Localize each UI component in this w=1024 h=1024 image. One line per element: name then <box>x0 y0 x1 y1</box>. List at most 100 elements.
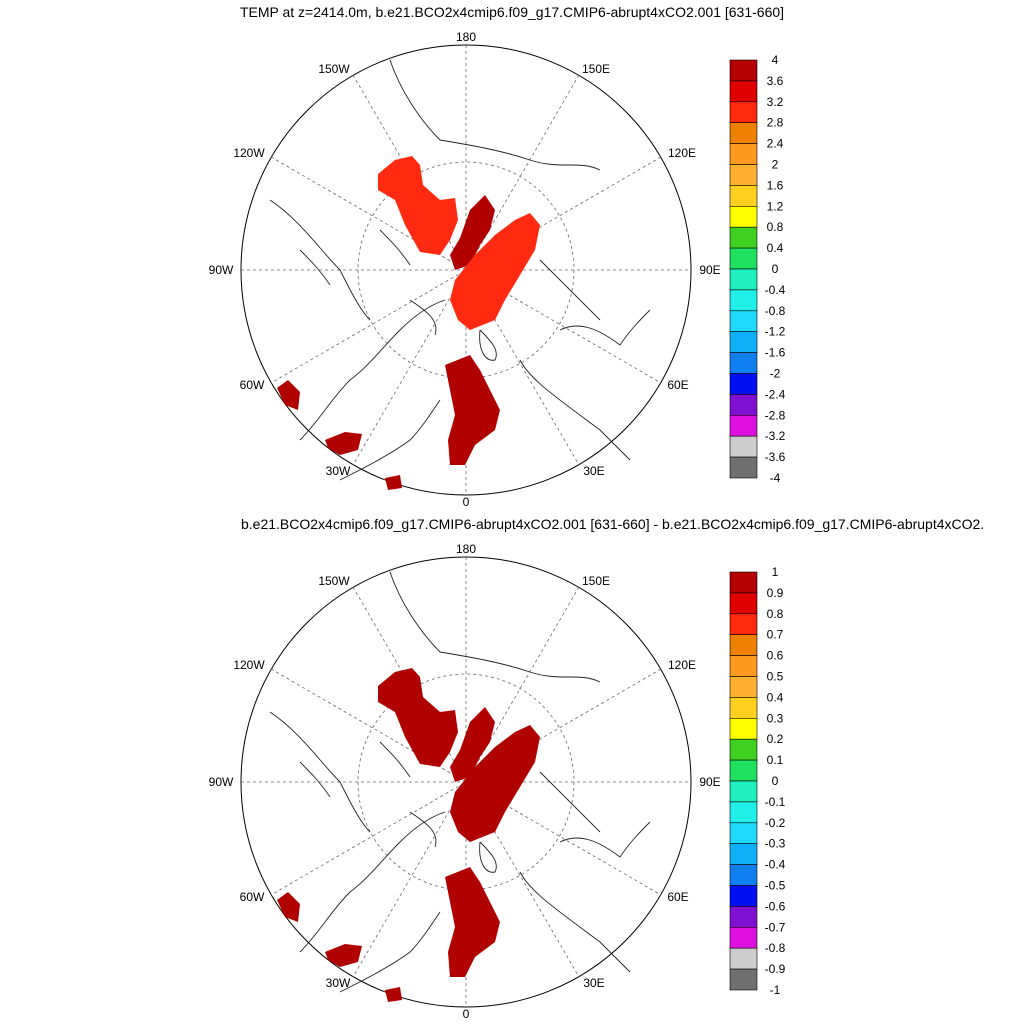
colorbar-tick-label: -0.8 <box>765 304 786 318</box>
colorbar-tick-label: -1.2 <box>765 325 786 339</box>
colorbar-swatch <box>729 185 758 207</box>
lon-label-150e: 150E <box>582 62 610 76</box>
colorbar-tick-label: 3.2 <box>767 95 784 109</box>
colorbar-swatch <box>729 885 758 907</box>
colorbar-tick-label: -0.1 <box>765 795 786 809</box>
colorbar-swatch <box>729 926 758 949</box>
colorbar-swatch <box>729 780 758 803</box>
colorbar-swatch <box>729 435 758 458</box>
colorbar-swatch <box>729 310 758 332</box>
lon-label-150w: 150W <box>318 62 350 76</box>
colorbar-swatch <box>729 247 758 270</box>
lon-label-120e: 120E <box>668 658 696 672</box>
colorbar-tick-label: -2.4 <box>765 387 786 401</box>
colorbar-swatch <box>729 592 758 615</box>
region-canada-basin <box>378 156 458 255</box>
colorbar-swatch <box>729 655 758 677</box>
longitude-labels: 180 150E 120E 90E 60E 30E 0 30W 60W 90W … <box>209 542 721 1021</box>
colorbar-tick-label: 0 <box>772 262 779 276</box>
colorbar-swatch <box>729 759 758 782</box>
lon-label-60e: 60E <box>667 378 688 392</box>
lon-label-150e: 150E <box>582 574 610 588</box>
colorbar-tick-label: 3.6 <box>767 74 784 88</box>
colorbar-swatch <box>729 864 758 886</box>
colorbar-tick-label: -3.6 <box>765 450 786 464</box>
colorbar-2: 1 0.9 0.8 0.7 0.6 0.5 0.4 0.3 0.2 0.1 0 -0.1 -0.2 -0.… <box>729 565 786 997</box>
panel-2-title: b.e21.BCO2x4cmip6.f09_g17.CMIP6-abrupt4x… <box>241 516 985 532</box>
lon-label-60w: 60W <box>240 890 265 904</box>
lon-label-60e: 60E <box>667 890 688 904</box>
colorbar-tick-label: -2 <box>770 367 781 381</box>
region-labrador <box>325 944 362 967</box>
colorbar-swatch <box>729 80 758 103</box>
colorbar-tick-label: 2.4 <box>767 137 784 151</box>
longitude-labels: 180 150E 120E 90E 60E 30E 0 30W 60W 90W … <box>209 30 721 509</box>
region-lomonosov <box>450 707 495 782</box>
colorbar-tick-label: 1.6 <box>767 178 784 192</box>
colorbar-tick-label: 0.8 <box>767 607 784 621</box>
colorbar-tick-label: -0.8 <box>765 941 786 955</box>
colorbar-swatch <box>729 373 758 395</box>
data-regions <box>277 156 540 490</box>
colorbar-tick-label: 0.4 <box>767 690 784 704</box>
lon-label-150w: 150W <box>318 574 350 588</box>
colorbar-swatch <box>729 801 758 824</box>
colorbar-swatch <box>729 456 758 479</box>
panel-1-title: TEMP at z=2414.0m, b.e21.BCO2x4cmip6.f09… <box>239 4 785 20</box>
colorbar-swatch <box>729 968 758 991</box>
colorbar-tick-label: -2.8 <box>765 408 786 422</box>
region-eurasian-basin <box>450 725 540 842</box>
colorbar-swatch <box>729 613 758 636</box>
colorbar-tick-label: 0.4 <box>767 241 784 255</box>
colorbar-tick-label: 0.8 <box>767 220 784 234</box>
colorbar-swatch <box>729 394 758 416</box>
region-atlantic-inflow <box>445 867 500 977</box>
region-edge <box>385 475 402 490</box>
region-edge <box>385 987 402 1002</box>
lon-label-30w: 30W <box>326 976 351 990</box>
polar-map-1: 180 150E 120E 90E 60E 30E 0 30W 60W 90W … <box>209 30 786 509</box>
colorbar-1: 4 3.6 3.2 2.8 2.4 2 1.6 1.2 0.8 0.4 0 -0.4 -0.8 -1.2 -… <box>729 53 786 485</box>
lon-label-120e: 120E <box>668 146 696 160</box>
colorbar-tick-label: 1.2 <box>767 199 784 213</box>
polar-map-2: 180 150E 120E 90E 60E 30E 0 30W 60W 90W … <box>209 542 786 1021</box>
lon-label-0: 0 <box>463 1007 470 1021</box>
colorbar-tick-label: -0.9 <box>765 962 786 976</box>
colorbar-swatch <box>729 289 758 312</box>
colorbar-swatch <box>729 331 758 353</box>
colorbar-swatch <box>729 718 758 740</box>
colorbar-swatch <box>729 822 758 844</box>
colorbar-tick-label: -0.5 <box>765 879 786 893</box>
colorbar-swatch <box>729 414 758 437</box>
colorbar-swatch <box>729 226 758 249</box>
region-labrador <box>325 432 362 455</box>
colorbar-swatch <box>729 697 758 719</box>
region-greenland-sea <box>277 380 300 410</box>
colorbar-swatch <box>729 571 758 594</box>
colorbar-swatch <box>729 164 758 186</box>
colorbar-swatch <box>729 634 758 656</box>
colorbar-tick-label: 0.2 <box>767 732 784 746</box>
colorbar-swatch <box>729 206 758 228</box>
colorbar-swatch <box>729 352 758 374</box>
colorbar-tick-label: -0.4 <box>765 283 786 297</box>
lon-label-0: 0 <box>463 495 470 509</box>
colorbar-tick-label: -1.6 <box>765 346 786 360</box>
colorbar-swatch <box>729 59 758 82</box>
colorbar-tick-label: 0.3 <box>767 711 784 725</box>
region-lomonosov <box>450 195 495 270</box>
colorbar-swatch <box>729 143 758 165</box>
lon-label-60w: 60W <box>240 378 265 392</box>
colorbar-tick-label: -0.6 <box>765 899 786 913</box>
lon-label-90e: 90E <box>699 263 720 277</box>
colorbar-tick-label: -0.4 <box>765 858 786 872</box>
coastlines <box>269 59 651 481</box>
colorbar-tick-label: 0.6 <box>767 649 784 663</box>
colorbar-tick-label: -1 <box>770 983 781 997</box>
data-regions <box>277 668 540 1002</box>
colorbar-tick-label: 0.7 <box>767 628 784 642</box>
lon-label-90e: 90E <box>699 775 720 789</box>
colorbar-tick-label: 0.5 <box>767 670 784 684</box>
colorbar-tick-label: -4 <box>770 471 781 485</box>
colorbar-tick-label: -0.3 <box>765 837 786 851</box>
